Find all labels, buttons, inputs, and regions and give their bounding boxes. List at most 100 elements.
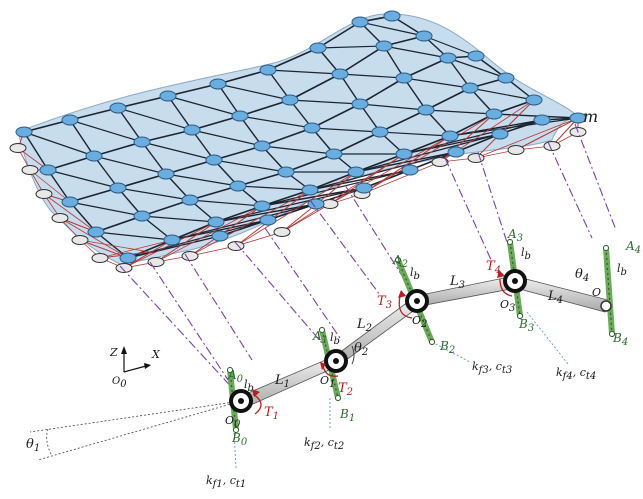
mesh-edge (217, 83, 291, 101)
bottom-node (507, 145, 525, 155)
mesh-edge (93, 141, 143, 157)
bottom-node (543, 141, 561, 151)
mesh-edge (239, 115, 263, 147)
mesh-strut (329, 135, 451, 205)
text-labels: m L1 L2 L3 L4 T1 T2 T3 T4 A0 A1 A2 A3 A4… (26, 107, 641, 490)
label-L3: L3 (449, 274, 465, 291)
mesh-edge (339, 45, 385, 75)
mesh-edge (403, 135, 451, 155)
mesh-node (417, 104, 435, 116)
mesh-edge (339, 73, 405, 79)
mesh-node (301, 184, 319, 196)
mesh-edge (69, 119, 143, 143)
mesh-node (485, 108, 503, 120)
mesh-edge (261, 127, 313, 147)
label-theta2: θ2 (354, 341, 368, 358)
x-arrow (144, 363, 151, 369)
mesh-strut (155, 205, 263, 263)
mesh-edge (333, 131, 381, 155)
mesh-strut (475, 99, 535, 159)
bottom-node (181, 251, 199, 261)
mesh-node (375, 40, 393, 52)
mesh-node (277, 166, 295, 178)
spring-hatch (605, 247, 613, 335)
mesh-node (15, 126, 33, 138)
mesh-node (461, 82, 479, 94)
spring-end (233, 427, 239, 433)
mesh-strut (59, 217, 129, 259)
mesh-edge (311, 127, 381, 133)
mesh-node (309, 42, 327, 54)
mesh-edge (449, 117, 579, 137)
mesh-edge (355, 151, 457, 173)
mesh-node-set (15, 10, 587, 264)
spring-end (507, 239, 513, 245)
mesh-edge (47, 169, 71, 203)
projection-line (574, 123, 617, 231)
mesh-edge (309, 171, 357, 191)
mesh-edge (189, 185, 239, 201)
mesh-edge (237, 171, 287, 187)
mesh-edge (267, 69, 291, 101)
mesh-node (39, 164, 57, 176)
mesh-edge (167, 95, 193, 131)
mesh-edge (117, 173, 167, 189)
mesh-node (491, 128, 509, 140)
mesh-edge (289, 73, 341, 101)
mesh-strut (361, 113, 495, 195)
label-kc1: kf1, ct1 (206, 474, 246, 490)
mesh-edge (171, 219, 269, 241)
bottom-node (9, 143, 27, 153)
mesh-strut (99, 239, 173, 259)
mesh-node (109, 182, 127, 194)
projection-line (264, 227, 341, 339)
projection-line (119, 265, 237, 393)
links (240, 275, 609, 409)
mesh-strut (361, 135, 451, 195)
label-B2: B2 (439, 339, 455, 356)
mesh-edge (23, 131, 49, 171)
mesh-edge (217, 83, 241, 117)
joints (229, 269, 612, 413)
torque-arc-T2 (322, 365, 339, 377)
spring-end (609, 331, 615, 337)
torque-arc-T3 (398, 295, 413, 319)
mesh-edge (127, 239, 173, 259)
mesh-node (355, 182, 373, 194)
mesh-edge (117, 107, 143, 143)
mesh-edge (213, 145, 263, 161)
theta1-arc (46, 428, 53, 457)
projection-line (309, 199, 381, 296)
mesh-edge (261, 189, 311, 207)
label-lb-2: lb (410, 266, 420, 282)
spring-end (517, 313, 523, 319)
mesh-strut (189, 205, 263, 257)
mesh-node (253, 200, 271, 212)
mesh-edge (239, 99, 291, 117)
label-A4: A4 (625, 239, 641, 256)
mesh-edge (95, 231, 129, 259)
coordinate-frame (121, 346, 151, 373)
label-A3: A3 (507, 227, 523, 244)
mesh-node (351, 16, 369, 28)
leader-line (431, 341, 471, 363)
mesh-edge (449, 113, 495, 137)
mesh-edge (165, 159, 215, 175)
projection-line (149, 261, 239, 396)
bottom-node (467, 153, 485, 163)
mesh-edge (267, 69, 341, 75)
mesh-node (183, 124, 201, 136)
mesh-edge (117, 95, 169, 109)
joint-O1 (324, 349, 348, 373)
mesh-edge (317, 45, 385, 49)
label-O3: O3 (500, 298, 515, 314)
mesh-strut (123, 239, 173, 269)
mesh-edge (423, 35, 477, 57)
mesh-strut (281, 203, 331, 233)
label-A0: A0 (227, 368, 244, 385)
torque-arrow-T4 (497, 270, 505, 278)
mesh-edge (141, 199, 191, 217)
mesh-edge (191, 115, 241, 131)
mesh-node (119, 252, 137, 264)
